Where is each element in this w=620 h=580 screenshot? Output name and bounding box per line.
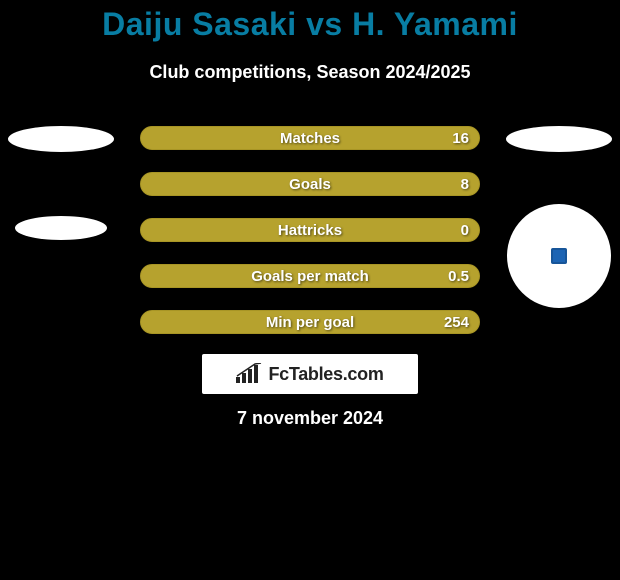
comparison-card: Daiju Sasaki vs H. Yamami Club competiti…: [0, 0, 620, 580]
player-left-avatar: [6, 126, 116, 240]
brand-text: FcTables.com: [268, 364, 383, 385]
stat-value: 0: [461, 222, 469, 239]
page-title: Daiju Sasaki vs H. Yamami: [0, 6, 620, 43]
snapshot-date: 7 november 2024: [0, 408, 620, 429]
stat-bar: Hattricks0: [140, 218, 480, 242]
stat-label: Matches: [141, 130, 479, 147]
stat-value: 16: [452, 130, 469, 147]
brand-badge: FcTables.com: [202, 354, 418, 394]
bar-chart-icon: [236, 363, 264, 385]
avatar-shape: [507, 204, 611, 308]
stat-label: Min per goal: [141, 314, 479, 331]
team-badge-icon: [551, 248, 567, 264]
stat-bars: Matches16 Goals8 Hattricks0 Goals per match…: [140, 126, 480, 334]
avatar-shape: [8, 126, 114, 152]
stat-value: 0.5: [448, 268, 469, 285]
stat-label: Hattricks: [141, 222, 479, 239]
avatar-shape: [15, 216, 107, 240]
stat-label: Goals per match: [141, 268, 479, 285]
stat-bar: Min per goal254: [140, 310, 480, 334]
stat-value: 8: [461, 176, 469, 193]
season-subtitle: Club competitions, Season 2024/2025: [0, 62, 620, 83]
avatar-shape: [506, 126, 612, 152]
player-right-avatar: [504, 126, 614, 308]
stat-value: 254: [444, 314, 469, 331]
stat-label: Goals: [141, 176, 479, 193]
stat-bar: Goals8: [140, 172, 480, 196]
stat-bar: Matches16: [140, 126, 480, 150]
stat-bar: Goals per match0.5: [140, 264, 480, 288]
